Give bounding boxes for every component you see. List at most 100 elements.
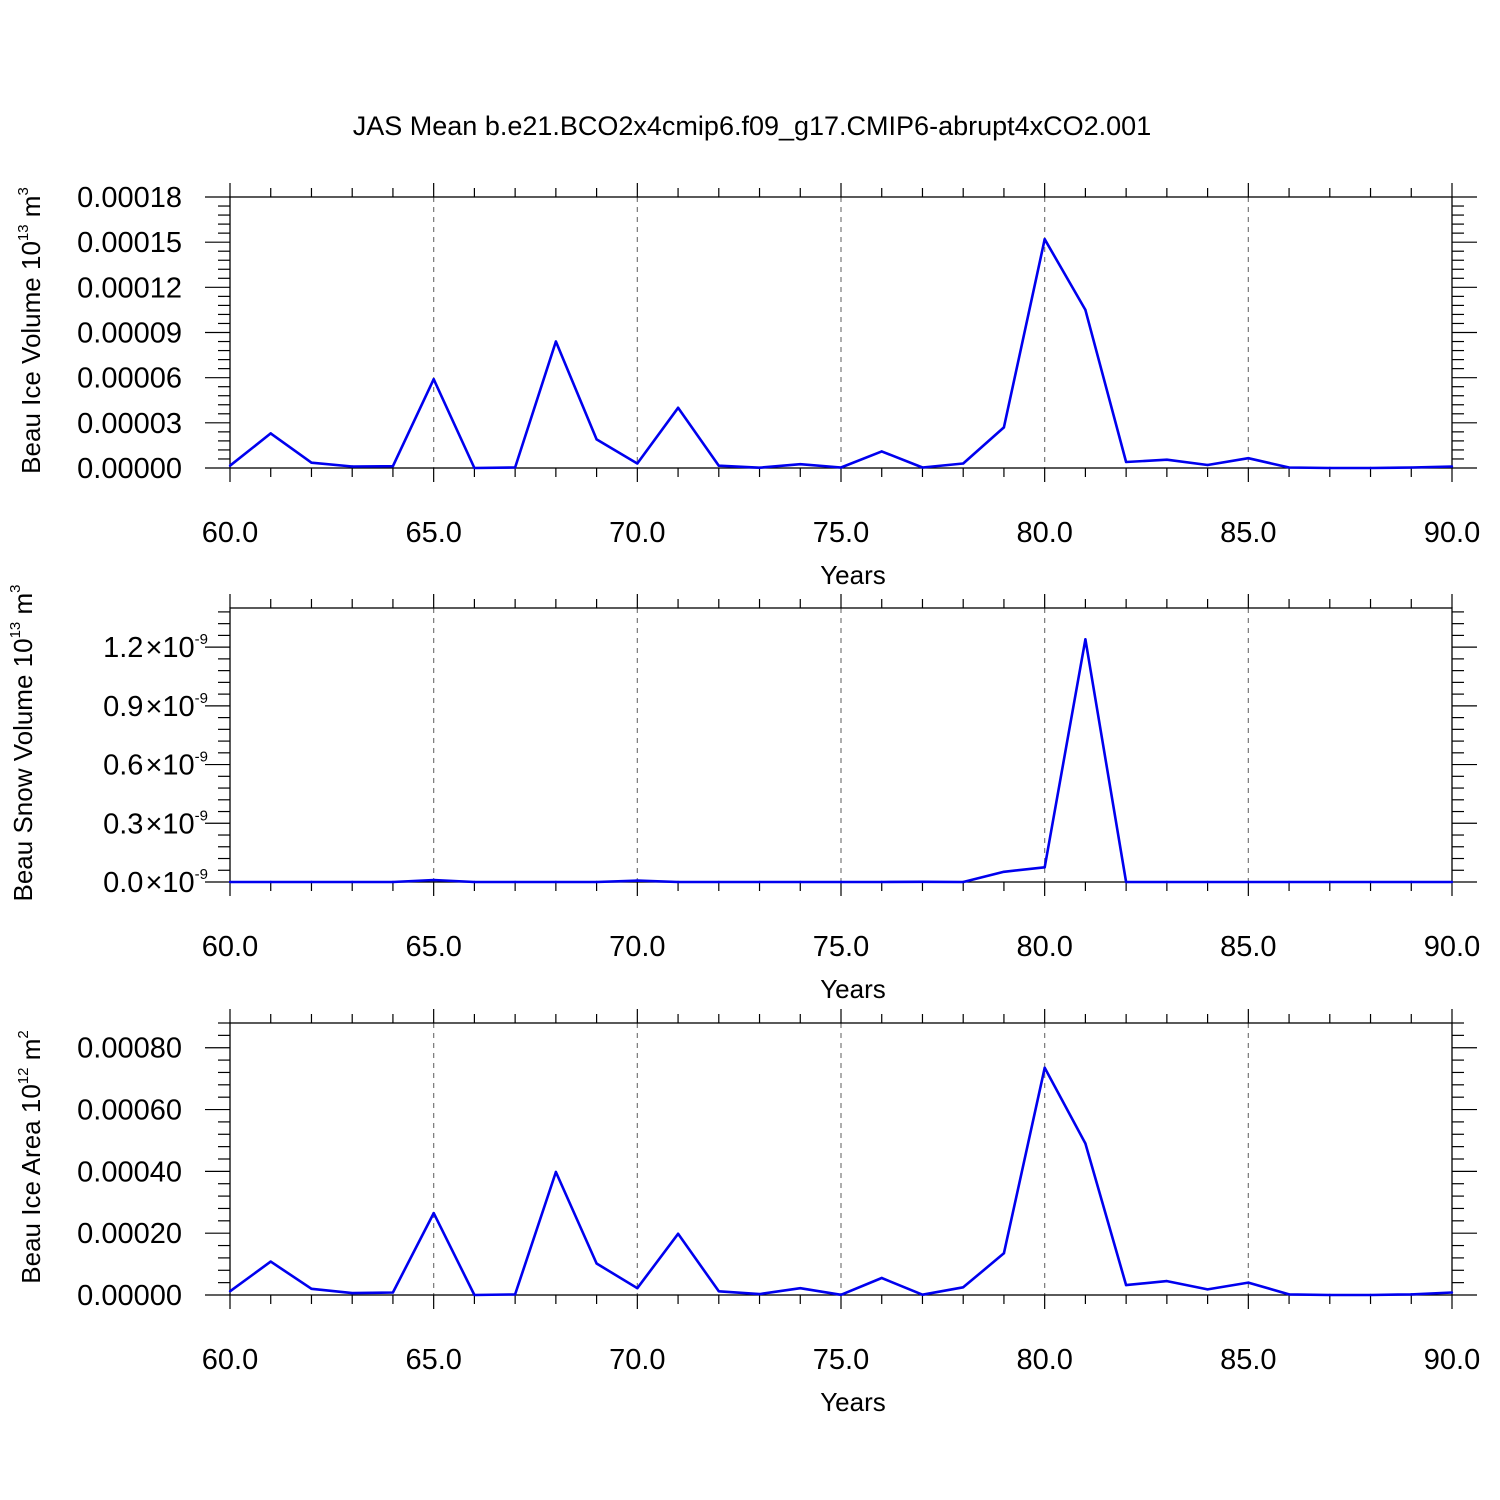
data-point bbox=[1002, 870, 1006, 874]
series-line bbox=[229, 237, 1453, 470]
data-point bbox=[1043, 866, 1046, 869]
data-point bbox=[676, 406, 680, 409]
data-point bbox=[432, 878, 435, 882]
data-point bbox=[1165, 1279, 1169, 1283]
data-point bbox=[758, 466, 761, 469]
y-tick-label: 0.00080 bbox=[77, 1033, 182, 1065]
panel-2: 60.0 65.0 70.0 75.0 80.0 85.0 90.0 0.0×10-9 0.3×… bbox=[7, 585, 1480, 1005]
x-tick-label: 80.0 bbox=[1016, 931, 1072, 963]
y-tick-label: 0.00018 bbox=[77, 182, 182, 214]
data-point bbox=[758, 1292, 761, 1296]
data-point bbox=[717, 464, 720, 467]
data-point bbox=[799, 463, 802, 466]
data-point bbox=[839, 1293, 843, 1297]
x-tick-label: 75.0 bbox=[813, 517, 869, 549]
y-tick-label: 0.6×10-9 bbox=[103, 749, 208, 782]
y-axis-title: Beau Snow Volume 1013 m3 bbox=[7, 585, 38, 902]
y-tick-label: 0.00000 bbox=[77, 453, 182, 485]
y-tick-label: 0.00006 bbox=[77, 363, 182, 395]
x-axis-title: Years bbox=[820, 974, 886, 1004]
data-point bbox=[1369, 466, 1372, 470]
data-point bbox=[758, 880, 761, 884]
data-point bbox=[351, 465, 354, 468]
x-tick-label: 85.0 bbox=[1220, 1344, 1276, 1376]
x-tick-label: 65.0 bbox=[405, 517, 461, 549]
data-point bbox=[1124, 460, 1128, 464]
data-point bbox=[676, 1232, 680, 1236]
data-point bbox=[1165, 458, 1169, 461]
data-point bbox=[1410, 880, 1413, 884]
x-tick-label: 70.0 bbox=[609, 1344, 665, 1376]
y-tick-label: 0.00060 bbox=[77, 1095, 182, 1127]
data-point bbox=[1247, 880, 1250, 884]
data-point bbox=[554, 880, 558, 884]
data-point bbox=[432, 1211, 435, 1215]
data-point bbox=[391, 1291, 395, 1294]
x-tick-label: 70.0 bbox=[609, 517, 665, 549]
data-point bbox=[1287, 1293, 1291, 1296]
data-point bbox=[1450, 880, 1454, 884]
y-axis-title: Beau Ice Volume 1013 m3 bbox=[15, 187, 46, 474]
x-tick-label: 80.0 bbox=[1016, 517, 1072, 549]
data-point bbox=[351, 1291, 354, 1295]
data-point bbox=[880, 1276, 883, 1280]
data-point bbox=[799, 880, 802, 884]
x-tick-label: 70.0 bbox=[609, 931, 665, 963]
data-point bbox=[310, 1287, 313, 1291]
data-point bbox=[595, 438, 598, 441]
data-point bbox=[1369, 1293, 1372, 1297]
data-point bbox=[554, 1170, 558, 1174]
data-point bbox=[1247, 457, 1250, 460]
x-tick-label: 65.0 bbox=[405, 1344, 461, 1376]
data-point bbox=[1206, 1288, 1209, 1291]
x-axis-title: Years bbox=[820, 1387, 886, 1417]
data-point bbox=[595, 1262, 598, 1265]
y-tick-label: 0.00020 bbox=[77, 1218, 182, 1250]
data-point bbox=[636, 879, 639, 882]
data-point bbox=[513, 1293, 517, 1296]
data-point bbox=[391, 880, 395, 884]
data-point bbox=[1450, 1291, 1454, 1294]
panel-3: 60.0 65.0 70.0 75.0 80.0 85.0 90.0 0.00000 0.000… bbox=[15, 1009, 1480, 1417]
data-point bbox=[1328, 466, 1332, 470]
panels: 60.0 65.0 70.0 75.0 80.0 85.0 90.0 0.00000 0.000… bbox=[7, 182, 1480, 1417]
data-point bbox=[1287, 880, 1291, 884]
data-point bbox=[1206, 880, 1209, 884]
data-point bbox=[1206, 463, 1209, 467]
data-point bbox=[554, 340, 558, 343]
figure-title: JAS Mean b.e21.BCO2x4cmip6.f09_g17.CMIP6… bbox=[353, 111, 1151, 141]
x-tick-label: 80.0 bbox=[1016, 1344, 1072, 1376]
data-point bbox=[676, 880, 680, 884]
data-point bbox=[717, 880, 720, 884]
data-point bbox=[351, 880, 354, 884]
y-tick-label: 0.3×10-9 bbox=[103, 807, 208, 840]
data-point bbox=[962, 462, 965, 465]
x-tick-label: 85.0 bbox=[1220, 931, 1276, 963]
data-point bbox=[269, 1260, 272, 1263]
data-point bbox=[1410, 1293, 1413, 1296]
data-point bbox=[1084, 1142, 1087, 1145]
x-tick-label: 90.0 bbox=[1424, 517, 1480, 549]
data-point bbox=[513, 880, 517, 884]
data-point bbox=[1002, 426, 1006, 429]
data-point bbox=[1043, 1066, 1046, 1070]
x-tick-label: 60.0 bbox=[202, 931, 258, 963]
data-point bbox=[1328, 1293, 1332, 1297]
data-point bbox=[391, 464, 395, 468]
data-point bbox=[921, 1293, 924, 1296]
data-point bbox=[1002, 1252, 1006, 1255]
data-point bbox=[310, 880, 313, 884]
series-line bbox=[229, 1066, 1453, 1297]
data-point bbox=[269, 432, 272, 435]
data-point bbox=[595, 880, 598, 884]
data-point bbox=[839, 880, 843, 884]
data-point bbox=[1124, 880, 1128, 884]
y-tick-label: 1.2×10-9 bbox=[103, 631, 208, 664]
x-tick-label: 65.0 bbox=[405, 931, 461, 963]
x-tick-label: 60.0 bbox=[202, 517, 258, 549]
data-point bbox=[880, 880, 883, 884]
data-point bbox=[1084, 638, 1087, 641]
x-tick-label: 75.0 bbox=[813, 1344, 869, 1376]
y-tick-label: 0.00015 bbox=[77, 227, 182, 259]
data-point bbox=[717, 1290, 720, 1293]
